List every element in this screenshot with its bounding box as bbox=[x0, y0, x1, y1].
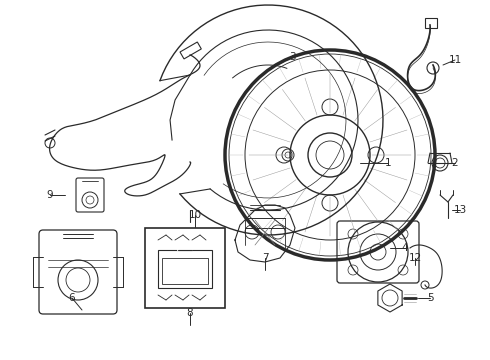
Text: 5: 5 bbox=[427, 293, 433, 303]
Bar bbox=[180, 42, 201, 59]
Text: 7: 7 bbox=[262, 253, 269, 263]
Bar bbox=[158, 250, 212, 288]
Text: 8: 8 bbox=[187, 308, 194, 318]
Text: 9: 9 bbox=[47, 190, 53, 200]
Text: 11: 11 bbox=[448, 55, 462, 65]
Text: 12: 12 bbox=[408, 253, 421, 263]
Bar bbox=[162, 258, 208, 284]
Text: 2: 2 bbox=[452, 158, 458, 168]
Text: 1: 1 bbox=[385, 158, 392, 168]
Text: 3: 3 bbox=[289, 52, 295, 62]
Text: 4: 4 bbox=[402, 243, 408, 253]
Text: 13: 13 bbox=[453, 205, 466, 215]
Bar bbox=[145, 228, 225, 308]
Text: 10: 10 bbox=[189, 210, 201, 220]
Text: 6: 6 bbox=[69, 293, 75, 303]
Bar bbox=[425, 18, 437, 28]
